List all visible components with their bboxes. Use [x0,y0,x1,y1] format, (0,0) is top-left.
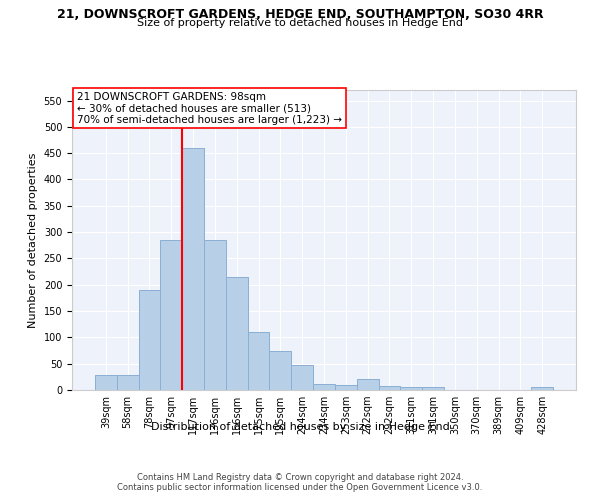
Bar [269,350,291,390]
Bar [160,240,182,390]
Bar [95,376,117,390]
Bar [204,240,226,390]
Bar [379,386,400,390]
Bar [531,388,553,390]
Bar [357,380,379,390]
Text: Contains HM Land Registry data © Crown copyright and database right 2024.: Contains HM Land Registry data © Crown c… [137,472,463,482]
Bar [422,388,444,390]
Bar [291,366,313,390]
Bar [226,277,248,390]
Y-axis label: Number of detached properties: Number of detached properties [28,152,38,328]
Text: Contains public sector information licensed under the Open Government Licence v3: Contains public sector information licen… [118,482,482,492]
Bar [139,290,160,390]
Bar [117,376,139,390]
Bar [182,148,204,390]
Text: 21, DOWNSCROFT GARDENS, HEDGE END, SOUTHAMPTON, SO30 4RR: 21, DOWNSCROFT GARDENS, HEDGE END, SOUTH… [56,8,544,20]
Bar [335,384,357,390]
Bar [313,384,335,390]
Bar [248,332,269,390]
Text: Size of property relative to detached houses in Hedge End: Size of property relative to detached ho… [137,18,463,28]
Text: 21 DOWNSCROFT GARDENS: 98sqm
← 30% of detached houses are smaller (513)
70% of s: 21 DOWNSCROFT GARDENS: 98sqm ← 30% of de… [77,92,342,124]
Bar [400,388,422,390]
Text: Distribution of detached houses by size in Hedge End: Distribution of detached houses by size … [151,422,449,432]
